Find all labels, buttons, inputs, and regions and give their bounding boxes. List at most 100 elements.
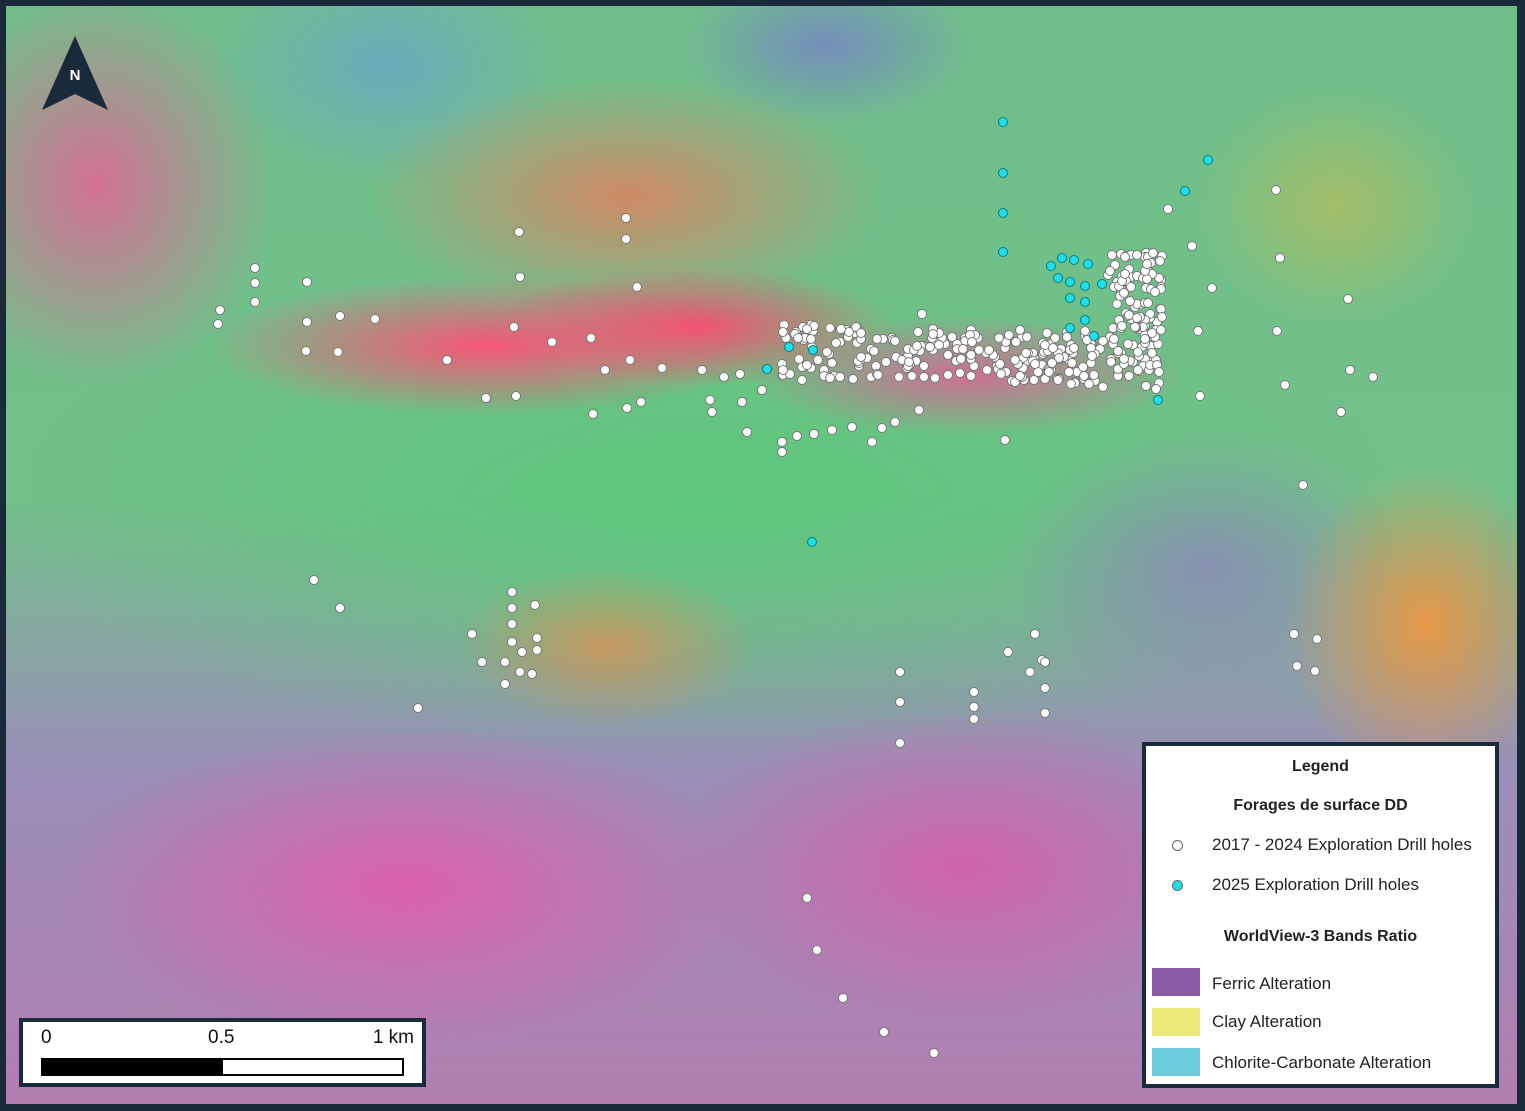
drill-hole-2017-2024[interactable] [1207,283,1217,293]
drill-hole-2017-2024[interactable] [966,370,977,381]
drill-hole-2017-2024[interactable] [777,437,787,447]
drill-hole-2017-2024[interactable] [1062,332,1073,343]
drill-hole-2017-2024[interactable] [442,355,452,365]
drill-hole-2017-2024[interactable] [1126,281,1137,292]
drill-hole-2017-2024[interactable] [954,367,965,378]
drill-hole-2017-2024[interactable] [1112,364,1123,375]
drill-hole-2017-2024[interactable] [879,1027,889,1037]
drill-hole-2017-2024[interactable] [821,347,832,358]
drill-hole-2017-2024[interactable] [890,335,900,346]
drill-hole-2017-2024[interactable] [1298,480,1308,490]
drill-hole-2017-2024[interactable] [1068,342,1079,353]
drill-hole-2025[interactable] [1069,255,1079,265]
drill-hole-2025[interactable] [1057,253,1067,263]
drill-hole-2017-2024[interactable] [1124,295,1135,306]
drill-hole-2017-2024[interactable] [794,353,805,364]
drill-hole-2017-2024[interactable] [622,403,632,413]
drill-hole-2017-2024[interactable] [793,332,804,343]
drill-hole-2017-2024[interactable] [1195,391,1205,401]
drill-hole-2017-2024[interactable] [1010,377,1021,388]
drill-hole-2017-2024[interactable] [514,227,524,237]
drill-hole-2017-2024[interactable] [1044,367,1055,378]
drill-hole-2017-2024[interactable] [907,370,918,381]
drill-hole-2017-2024[interactable] [413,703,423,713]
drill-hole-2017-2024[interactable] [1140,380,1151,391]
drill-hole-2017-2024[interactable] [812,945,822,955]
drill-hole-2017-2024[interactable] [1030,629,1040,639]
drill-hole-2017-2024[interactable] [969,702,979,712]
drill-hole-2017-2024[interactable] [1132,346,1143,357]
drill-hole-2025[interactable] [1053,273,1063,283]
drill-hole-2017-2024[interactable] [994,332,1004,343]
drill-hole-2017-2024[interactable] [515,272,525,282]
drill-hole-2017-2024[interactable] [511,391,521,401]
drill-hole-2017-2024[interactable] [942,369,953,380]
drill-hole-2017-2024[interactable] [919,371,930,382]
drill-hole-2017-2024[interactable] [1280,380,1290,390]
drill-hole-2017-2024[interactable] [517,647,527,657]
drill-hole-2017-2024[interactable] [735,369,745,379]
drill-hole-2017-2024[interactable] [1139,333,1150,344]
drill-hole-2017-2024[interactable] [873,369,884,380]
drill-hole-2017-2024[interactable] [1153,366,1164,377]
drill-hole-2017-2024[interactable] [1022,331,1033,342]
drill-hole-2017-2024[interactable] [797,375,807,385]
drill-hole-2025[interactable] [1080,315,1090,325]
drill-hole-2017-2024[interactable] [856,327,867,338]
drill-hole-2017-2024[interactable] [1343,294,1353,304]
drill-hole-2017-2024[interactable] [1105,266,1116,277]
drill-hole-2017-2024[interactable] [467,629,477,639]
drill-hole-2017-2024[interactable] [509,322,519,332]
drill-hole-2017-2024[interactable] [1105,357,1116,368]
drill-hole-2017-2024[interactable] [1110,259,1121,270]
drill-hole-2017-2024[interactable] [1040,683,1050,693]
drill-hole-2017-2024[interactable] [1271,185,1281,195]
drill-hole-2017-2024[interactable] [1154,255,1165,266]
drill-hole-2017-2024[interactable] [1275,253,1285,263]
drill-hole-2025[interactable] [1153,395,1163,405]
drill-hole-2017-2024[interactable] [914,405,924,415]
drill-hole-2017-2024[interactable] [880,357,891,368]
drill-hole-2017-2024[interactable] [929,372,940,383]
drill-hole-2025[interactable] [1065,293,1075,303]
drill-hole-2017-2024[interactable] [806,334,817,345]
drill-hole-2017-2024[interactable] [335,311,345,321]
drill-hole-2017-2024[interactable] [1040,657,1050,667]
drill-hole-2017-2024[interactable] [1003,647,1013,657]
drill-hole-2017-2024[interactable] [965,350,976,361]
drill-hole-2017-2024[interactable] [657,363,667,373]
drill-hole-2017-2024[interactable] [777,447,787,457]
drill-hole-2025[interactable] [1180,186,1190,196]
drill-hole-2017-2024[interactable] [213,319,223,329]
drill-hole-2017-2024[interactable] [917,309,927,319]
drill-hole-2017-2024[interactable] [1010,354,1021,365]
drill-hole-2017-2024[interactable] [1064,366,1075,377]
drill-hole-2017-2024[interactable] [1000,435,1010,445]
drill-hole-2017-2024[interactable] [636,397,646,407]
drill-hole-2017-2024[interactable] [890,417,900,427]
drill-hole-2017-2024[interactable] [895,738,905,748]
drill-hole-2025[interactable] [998,247,1008,257]
drill-hole-2017-2024[interactable] [507,637,517,647]
drill-hole-2017-2024[interactable] [1079,326,1090,337]
drill-hole-2017-2024[interactable] [1146,328,1157,339]
drill-hole-2017-2024[interactable] [834,371,845,382]
drill-hole-2017-2024[interactable] [984,344,995,355]
drill-hole-2017-2024[interactable] [1029,359,1040,370]
drill-hole-2025[interactable] [1089,331,1099,341]
drill-hole-2017-2024[interactable] [1083,379,1094,390]
drill-hole-2017-2024[interactable] [792,431,802,441]
drill-hole-2017-2024[interactable] [1040,708,1050,718]
drill-hole-2025[interactable] [762,364,772,374]
drill-hole-2017-2024[interactable] [1053,374,1064,385]
drill-hole-2017-2024[interactable] [1141,259,1152,270]
drill-hole-2025[interactable] [1046,261,1056,271]
drill-hole-2017-2024[interactable] [934,339,945,350]
satellite-map[interactable]: N [4,4,1519,1106]
drill-hole-2017-2024[interactable] [757,385,767,395]
drill-hole-2017-2024[interactable] [719,372,729,382]
drill-hole-2017-2024[interactable] [705,395,715,405]
drill-hole-2017-2024[interactable] [1098,381,1109,392]
drill-hole-2017-2024[interactable] [309,575,319,585]
drill-hole-2017-2024[interactable] [1120,251,1131,262]
